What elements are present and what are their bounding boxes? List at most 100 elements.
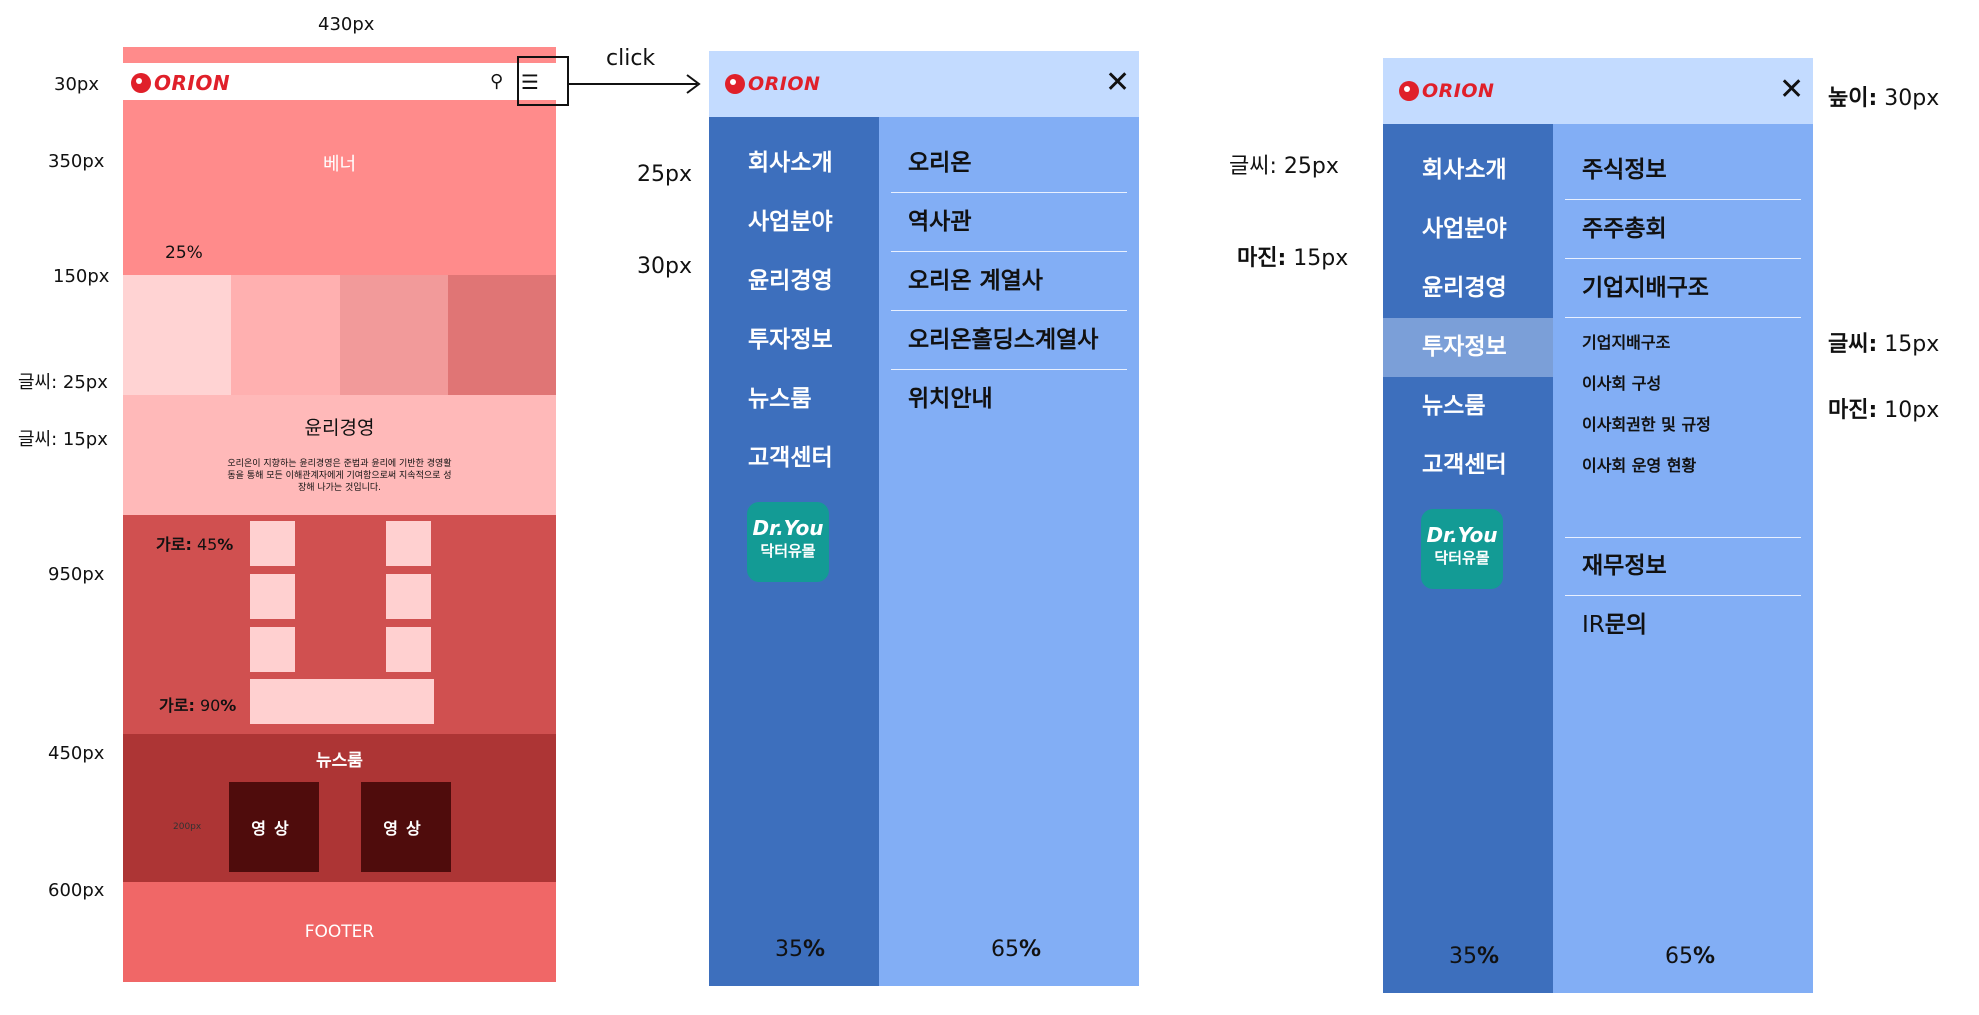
menu2-left-item-2[interactable]: 사업분야 xyxy=(1422,216,1507,242)
menu2-left-column: 회사소개 사업분야 윤리경영 투자정보 뉴스룸 고객센터 Dr.You 닥터유몰… xyxy=(1383,124,1553,993)
menu2-left-item-4-active[interactable]: 투자정보 xyxy=(1383,318,1553,377)
menu2-margin-10-label: 마진: 10px xyxy=(1828,398,1940,423)
orion-logo: ORION xyxy=(131,71,230,95)
tile-4 xyxy=(447,275,556,395)
menu2-font-25-label: 글씨: 25px xyxy=(1229,154,1339,179)
grid-square xyxy=(386,627,431,672)
margin-30px-label: 30px xyxy=(637,254,692,279)
menu1-left-width-label: 35% xyxy=(775,937,826,962)
menu2-sub-item-4[interactable]: 이사회 운영 현황 xyxy=(1582,456,1697,475)
tile-width-label: 25% xyxy=(165,243,203,263)
height-label-tiles: 150px xyxy=(53,266,110,287)
grid-square xyxy=(386,574,431,619)
video-size-label: 200px xyxy=(173,822,202,832)
orion-logo-icon xyxy=(1399,81,1419,101)
hamburger-menu-icon[interactable]: ☰ xyxy=(521,70,539,94)
height-label-news: 450px xyxy=(48,743,105,764)
tile-1 xyxy=(123,275,232,395)
menu2-sub-item-1[interactable]: 기업지배구조 xyxy=(1582,333,1671,352)
grid-square xyxy=(250,574,295,619)
menu1-left-item-1[interactable]: 회사소개 xyxy=(748,150,833,176)
height-label-footer: 600px xyxy=(48,880,105,901)
close-icon[interactable]: ✕ xyxy=(1779,72,1805,107)
banner-label: 베너 xyxy=(322,154,357,175)
menu-panel-2: ORION ✕ 회사소개 사업분야 윤리경영 투자정보 뉴스룸 고객센터 Dr.… xyxy=(1383,58,1813,993)
menu1-header: ORION ✕ xyxy=(709,51,1139,117)
newsroom-section: 뉴스룸 200px 영상 영상 xyxy=(123,734,556,882)
menu1-left-column: 회사소개 사업분야 윤리경영 투자정보 뉴스룸 고객센터 Dr.You 닥터유몰… xyxy=(709,117,879,986)
ethics-description: 오리온이 지향하는 윤리경영은 준법과 윤리에 기반한 경영활동을 통해 모든 … xyxy=(227,459,452,493)
height-label-grid: 950px xyxy=(48,564,105,585)
menu2-left-item-5[interactable]: 뉴스룸 xyxy=(1422,393,1486,419)
menu2-right-column: 주식정보 주주총회 기업지배구조 기업지배구조 이사회 구성 이사회권한 및 규… xyxy=(1553,124,1813,993)
menu2-header: ORION ✕ xyxy=(1383,58,1813,124)
orion-logo-icon xyxy=(725,74,745,94)
tile-row xyxy=(123,275,556,395)
menu-panel-1: ORION ✕ 회사소개 사업분야 윤리경영 투자정보 뉴스룸 고객센터 Dr.… xyxy=(709,51,1139,986)
menu2-left-item-1[interactable]: 회사소개 xyxy=(1422,157,1507,183)
grid-section: 가로: 45% 가로: 90% xyxy=(123,515,556,734)
menu1-right-item-4[interactable]: 오리온홀딩스계열사 xyxy=(891,311,1127,370)
menu2-sub-item-2[interactable]: 이사회 구성 xyxy=(1582,374,1662,393)
menu2-right-item-4[interactable]: 재무정보 xyxy=(1565,537,1801,596)
height-label-banner: 350px xyxy=(48,151,105,172)
video-block-2[interactable]: 영상 xyxy=(361,782,451,872)
menu2-right-item-1[interactable]: 주식정보 xyxy=(1565,141,1801,200)
newsroom-title: 뉴스룸 xyxy=(316,751,363,771)
close-icon[interactable]: ✕ xyxy=(1105,65,1131,100)
hamburger-highlight-box xyxy=(517,56,569,106)
menu2-font-15-label: 글씨: 15px xyxy=(1828,332,1940,357)
menu1-right-item-2[interactable]: 역사관 xyxy=(891,193,1127,252)
menu1-right-width-label: 65% xyxy=(991,937,1042,962)
tile-2 xyxy=(231,275,340,395)
grid-square xyxy=(386,521,431,566)
menu1-right-item-1[interactable]: 오리온 xyxy=(891,134,1127,193)
search-icon[interactable]: ⚲ xyxy=(490,71,504,92)
footer-label: FOOTER xyxy=(304,922,375,942)
width-45-label: 가로: 45% xyxy=(156,535,234,554)
height-label-header: 30px xyxy=(54,74,99,95)
menu2-right-item-2[interactable]: 주주총회 xyxy=(1565,200,1801,259)
dr-you-mall-logo[interactable]: Dr.You 닥터유몰 xyxy=(747,502,829,582)
menu1-left-item-5[interactable]: 뉴스룸 xyxy=(748,386,812,412)
font-15-label: 글씨: 15px xyxy=(18,429,108,450)
menu2-divider xyxy=(1565,537,1801,538)
grid-wide-block xyxy=(250,679,434,724)
width-90-label: 가로: 90% xyxy=(159,696,237,715)
menu1-right-item-5[interactable]: 위치안내 xyxy=(908,386,993,412)
grid-square xyxy=(250,521,295,566)
dr-you-mall-logo[interactable]: Dr.You 닥터유몰 xyxy=(1421,509,1503,589)
menu2-sub-item-3[interactable]: 이사회권한 및 규정 xyxy=(1582,415,1711,434)
menu2-height-label: 높이: 30px xyxy=(1828,86,1940,111)
menu1-right-item-3[interactable]: 오리온 계열사 xyxy=(891,252,1127,311)
menu1-left-item-6[interactable]: 고객센터 xyxy=(748,445,833,471)
top-strip xyxy=(123,47,556,63)
menu1-left-item-4[interactable]: 투자정보 xyxy=(748,327,833,353)
orion-logo: ORION xyxy=(1399,80,1494,102)
tile-3 xyxy=(339,275,448,395)
menu2-margin-15-label: 마진: 15px xyxy=(1237,246,1349,271)
ethics-section: 윤리경영 오리온이 지향하는 윤리경영은 준법과 윤리에 기반한 경영활동을 통… xyxy=(123,395,556,515)
click-arrow xyxy=(569,74,701,94)
menu2-right-item-5[interactable]: IR문의 xyxy=(1582,612,1648,638)
footer: FOOTER xyxy=(123,882,556,982)
mockup-header: ORION ⚲ ☰ xyxy=(123,63,556,100)
grid-square xyxy=(250,627,295,672)
menu2-left-item-3[interactable]: 윤리경영 xyxy=(1422,275,1507,301)
menu2-left-width-label: 35% xyxy=(1449,944,1500,969)
menu1-right-column: 오리온 역사관 오리온 계열사 오리온홀딩스계열사 위치안내 65% xyxy=(879,117,1139,986)
menu1-left-item-3[interactable]: 윤리경영 xyxy=(748,268,833,294)
orion-logo: ORION xyxy=(725,73,820,95)
menu1-left-item-2[interactable]: 사업분야 xyxy=(748,209,833,235)
font-25-label: 글씨: 25px xyxy=(18,372,108,393)
mobile-mockup: ORION ⚲ ☰ 베너 25% 윤리경영 오리온이 지향하는 윤리경영은 준법… xyxy=(123,47,556,982)
orion-logo-icon xyxy=(131,73,151,93)
video-block-1[interactable]: 영상 xyxy=(229,782,319,872)
menu2-left-item-6[interactable]: 고객센터 xyxy=(1422,452,1507,478)
click-label: click xyxy=(606,46,656,71)
menu2-right-item-3[interactable]: 기업지배구조 xyxy=(1565,259,1801,318)
width-label: 430px xyxy=(318,14,375,35)
banner: 베너 25% xyxy=(123,100,556,275)
ethics-title: 윤리경영 xyxy=(304,417,375,439)
font-25px-label: 25px xyxy=(637,162,692,187)
